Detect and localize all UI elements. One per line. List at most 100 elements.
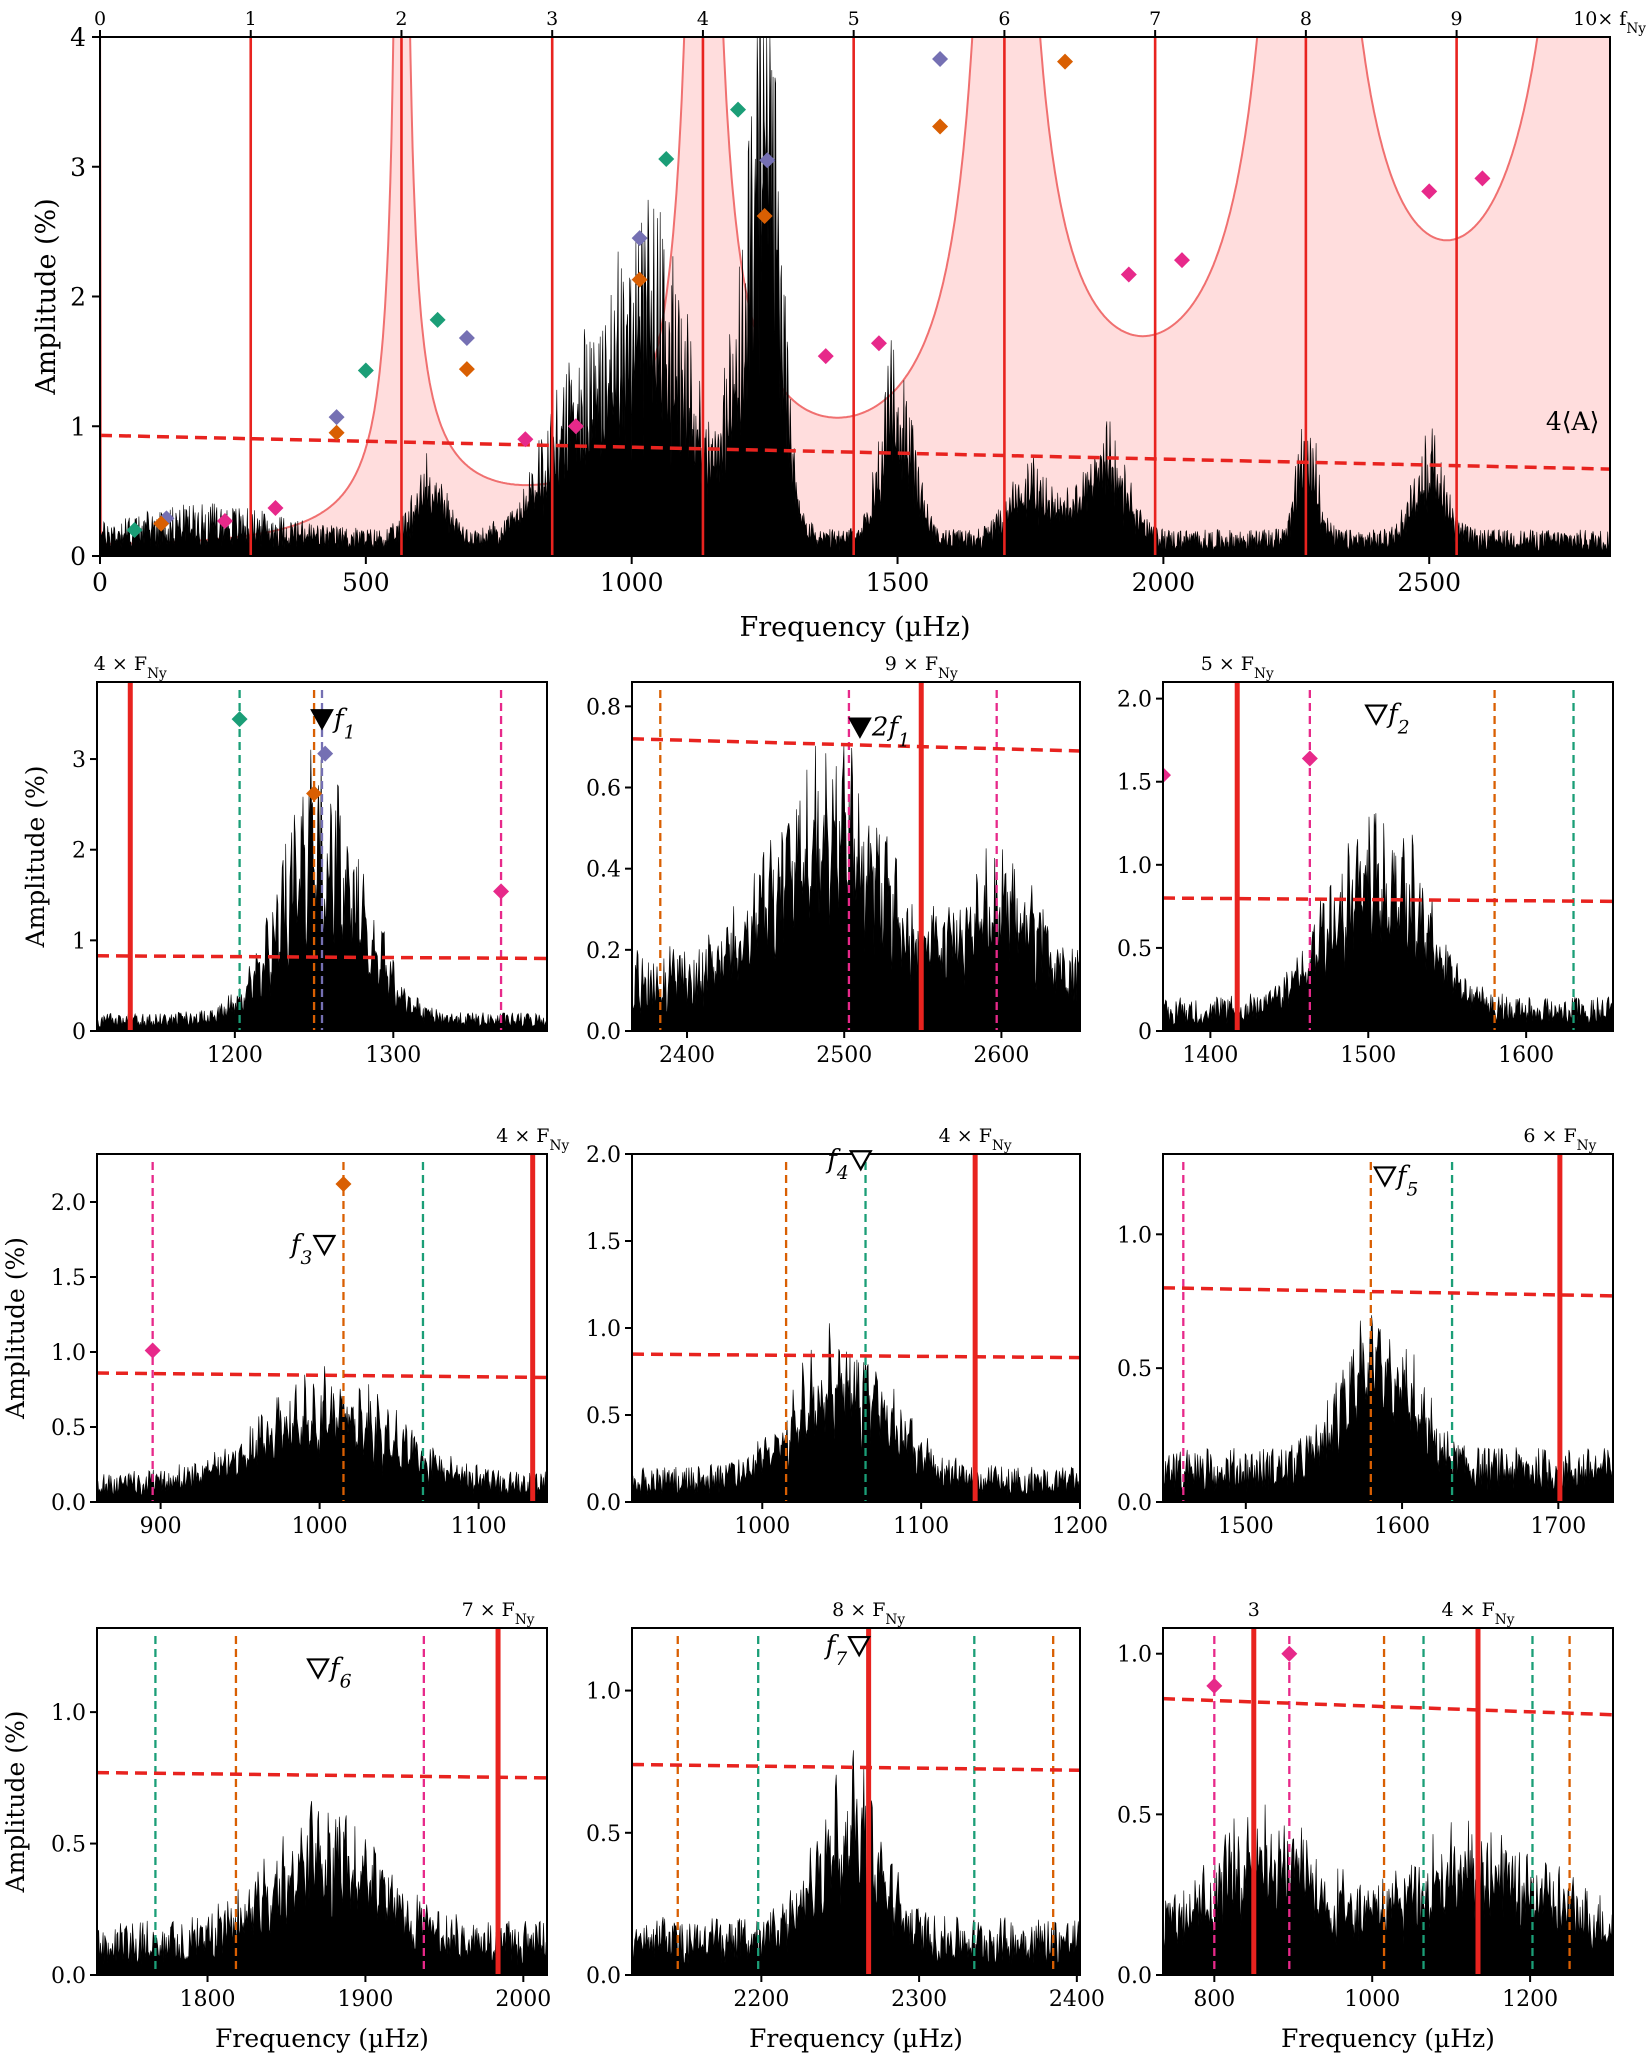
nyquist-label-sub: Ny xyxy=(1254,666,1274,682)
xtick-label: 1700 xyxy=(1530,1514,1586,1539)
ytick-label: 0.0 xyxy=(51,1491,86,1516)
xtick-label: 2300 xyxy=(891,1987,947,2012)
panel-frame xyxy=(1162,1627,1614,1976)
marker-pink xyxy=(144,1342,161,1359)
xtick-label: 2500 xyxy=(816,1043,872,1068)
marker-green xyxy=(231,711,248,728)
nyquist-label: 6 × FNy xyxy=(1523,1125,1596,1154)
top-last-label-sub: Ny xyxy=(1626,21,1646,37)
ytick-label: 0.5 xyxy=(586,1404,621,1429)
xtick-label: 1100 xyxy=(893,1514,949,1539)
marker-orange xyxy=(631,271,648,288)
ytick-label: 1.5 xyxy=(586,1230,621,1255)
xtick-label: 1100 xyxy=(451,1514,507,1539)
marker-pink xyxy=(1474,170,1491,187)
main-ylabel: Amplitude (%) xyxy=(31,198,62,395)
amplitude-spectrum xyxy=(1163,1804,1613,1975)
nyquist-label: 3 xyxy=(1248,1599,1260,1621)
marker-pink xyxy=(567,418,584,435)
marker-pink xyxy=(1173,252,1190,269)
xtick-label: 500 xyxy=(342,568,390,597)
threshold-line xyxy=(97,1371,547,1380)
nyquist-label: 5 × FNy xyxy=(1201,653,1274,682)
xtick-label: 1500 xyxy=(866,568,930,597)
top-tick-label: 8 xyxy=(1300,8,1312,30)
ytick-label: 3 xyxy=(72,748,86,773)
panel-frame xyxy=(1162,1153,1614,1503)
xtick-label: 2000 xyxy=(1132,568,1196,597)
ytick-label: 2.0 xyxy=(51,1191,86,1216)
nyquist-label-sub: Ny xyxy=(885,1612,905,1628)
main-plot-area xyxy=(100,37,1610,556)
amplitude-spectrum xyxy=(100,37,1610,556)
top-tick-label: 9 xyxy=(1451,8,1463,30)
amplitude-spectrum xyxy=(632,1323,1080,1502)
marker-orange xyxy=(328,424,345,441)
ytick-label: 0.5 xyxy=(51,1833,86,1858)
threshold-line xyxy=(632,1762,1080,1772)
xtick-label: 1200 xyxy=(1052,1514,1108,1539)
threshold-line xyxy=(97,1770,547,1780)
xtick-label: 2500 xyxy=(1397,568,1461,597)
ytick-label: 2.0 xyxy=(586,1143,621,1168)
peak-label: f7 xyxy=(824,1631,848,1670)
amplitude-spectrum xyxy=(1163,1315,1613,1502)
top-tick-label: 7 xyxy=(1149,8,1161,30)
marker-pink xyxy=(1163,767,1171,784)
nyquist-label: 8 × FNy xyxy=(832,1599,905,1628)
threshold-line xyxy=(632,1352,1080,1360)
xtick-label: 1800 xyxy=(180,1987,236,2012)
marker-pink xyxy=(1421,183,1438,200)
nyquist-label: 4 × FNy xyxy=(939,1125,1012,1154)
xtick-label: 1000 xyxy=(600,568,664,597)
peak-triangle xyxy=(312,1234,337,1257)
marker-orange xyxy=(306,785,323,802)
marker-purple xyxy=(932,51,949,68)
nyquist-label: 9 × FNy xyxy=(885,653,958,682)
ytick-label: 0.5 xyxy=(1117,1803,1152,1828)
marker-pink xyxy=(216,512,233,529)
threshold-line xyxy=(632,737,1080,753)
ytick-label: 1.0 xyxy=(1117,1643,1152,1668)
ytick-label: 1 xyxy=(70,412,86,441)
ytick-label: 0.0 xyxy=(51,1964,86,1989)
ytick-label: 1.5 xyxy=(51,1266,86,1291)
marker-green xyxy=(357,362,374,379)
peak-label: f6 xyxy=(328,1653,352,1692)
plot-area xyxy=(1163,1628,1613,1975)
peak-label: f3 xyxy=(289,1230,313,1269)
xtick-label: 1200 xyxy=(207,1043,263,1068)
marker-pink xyxy=(1120,266,1137,283)
plot-area xyxy=(632,682,1080,1031)
marker-orange xyxy=(932,118,949,135)
marker-orange xyxy=(153,515,170,532)
envelope-fill xyxy=(100,37,1610,556)
ytick-label: 0.5 xyxy=(51,1416,86,1441)
nyquist-label-sub: Ny xyxy=(1495,1612,1515,1628)
panel-frame xyxy=(631,681,1081,1032)
marker-green xyxy=(126,522,143,539)
threshold-line xyxy=(1163,896,1613,904)
top-tick-label: 6 xyxy=(998,8,1010,30)
panel-p8: 8 × FNy f7 0.0 0.5 1.0 2200 2300 2400 Frequency … xyxy=(586,1599,1105,2053)
plot-area xyxy=(632,1628,1080,1975)
ytick-label: 0 xyxy=(70,542,86,571)
main-xlabel: Frequency (µHz) xyxy=(739,612,970,643)
nyquist-label: 4 × FNy xyxy=(1442,1599,1515,1628)
nyquist-label: 4 × FNy xyxy=(496,1125,569,1154)
xtick-label: 900 xyxy=(140,1514,182,1539)
xtick-label: 1000 xyxy=(292,1514,348,1539)
marker-pink xyxy=(870,335,887,352)
xtick-label: 1500 xyxy=(1340,1043,1396,1068)
xtick-label: 2000 xyxy=(495,1987,551,2012)
nyquist-label: 7 × FNy xyxy=(462,1599,535,1628)
ytick-label: 0.5 xyxy=(1117,937,1152,962)
ytick-label: 0.6 xyxy=(586,777,621,802)
peak-label-sub: 3 xyxy=(300,1248,312,1269)
ytick-label: 3 xyxy=(70,153,86,182)
top-tick-label: 0 xyxy=(94,8,106,30)
nyquist-label-sub: Ny xyxy=(938,666,958,682)
ytick-label: 0.5 xyxy=(586,1822,621,1847)
panel-p4: 4 × FNy f3 0.0 0.5 1.0 1.5 2.0 900 1000 1100 Ampli… xyxy=(1,1125,569,1539)
